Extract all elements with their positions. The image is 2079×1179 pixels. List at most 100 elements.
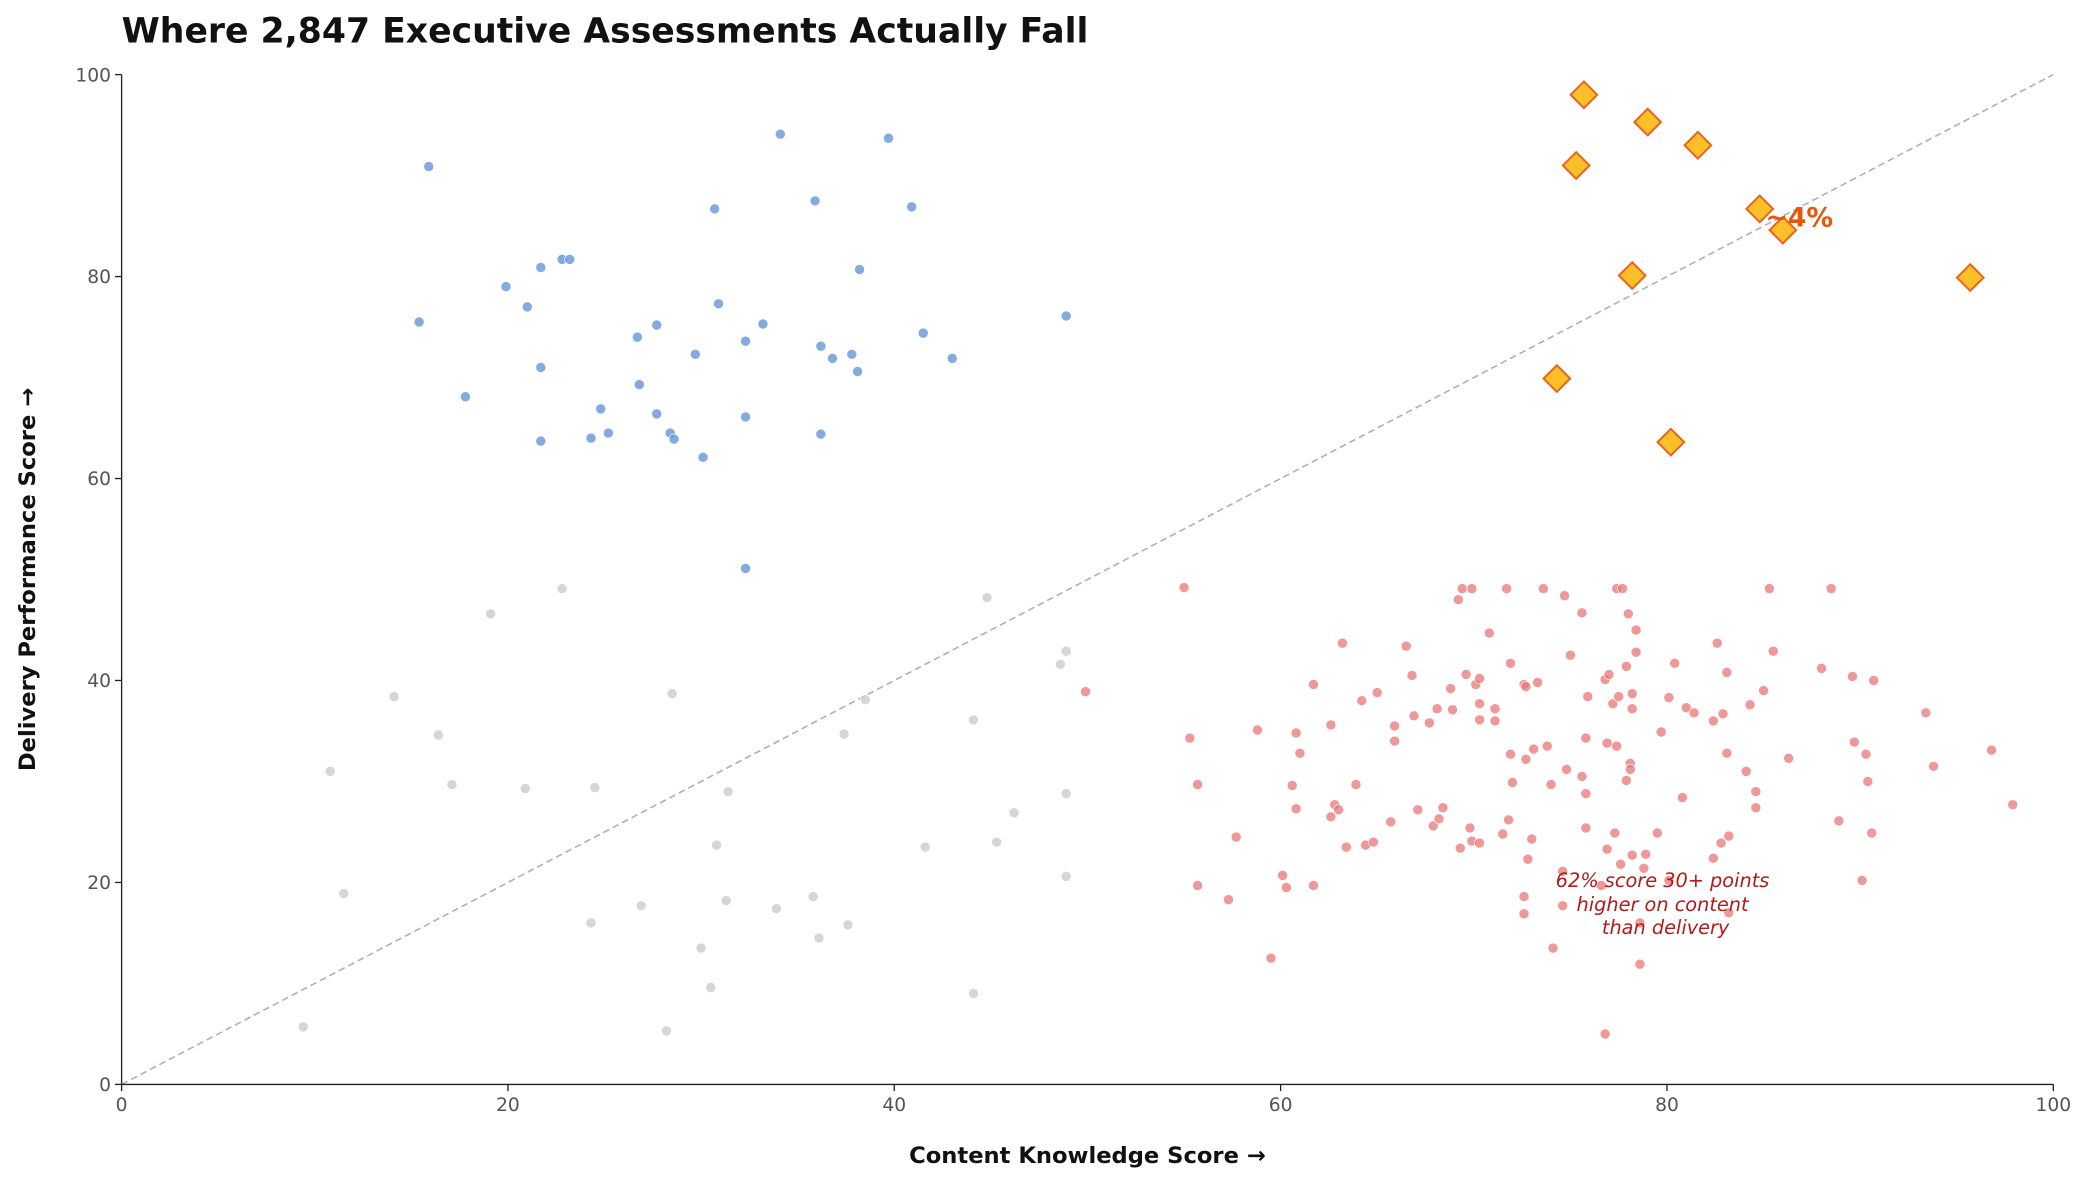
data-point <box>1580 788 1592 799</box>
annotation-line: than delivery <box>1602 916 1730 939</box>
data-point <box>660 1025 672 1037</box>
data-point <box>1526 833 1538 845</box>
data-point-diamond <box>1744 194 1775 224</box>
data-point <box>1412 804 1424 816</box>
data-point <box>1520 753 1532 765</box>
data-point <box>519 783 531 794</box>
data-point <box>827 352 838 364</box>
data-point <box>1277 869 1288 881</box>
data-point <box>1497 828 1509 840</box>
data-point <box>1230 831 1242 843</box>
data-point <box>1723 907 1735 919</box>
data-point <box>1580 732 1592 744</box>
diagonal-reference-line <box>121 73 2054 1086</box>
data-point-diamond <box>1955 262 1985 293</box>
data-point <box>1408 710 1420 722</box>
data-point <box>1456 583 1468 594</box>
data-point <box>1862 776 1874 787</box>
data-point <box>423 161 435 172</box>
data-point <box>388 691 400 703</box>
data-point <box>1060 788 1072 799</box>
data-point <box>1669 657 1681 669</box>
data-point <box>485 608 496 620</box>
y-axis-label: Delivery Performance Score → <box>15 388 41 771</box>
data-point <box>1055 658 1066 670</box>
data-point <box>1290 803 1302 815</box>
x-tick-label: 0 <box>116 1095 128 1116</box>
data-point <box>1740 765 1752 777</box>
data-point <box>1308 679 1319 690</box>
data-point <box>595 403 607 415</box>
data-point <box>603 427 614 439</box>
data-point <box>1603 669 1615 680</box>
data-point <box>1622 608 1634 620</box>
data-point <box>1723 830 1735 842</box>
data-point <box>1715 837 1727 849</box>
data-point <box>854 264 865 275</box>
data-point <box>500 281 512 293</box>
data-point <box>1707 715 1719 727</box>
data-point <box>809 195 821 207</box>
data-point <box>1617 583 1628 594</box>
data-point <box>1367 836 1379 848</box>
data-point <box>1763 583 1775 594</box>
y-tick-label: 100 <box>75 65 111 86</box>
data-point <box>1582 691 1594 703</box>
data-point <box>1758 685 1769 696</box>
data-point <box>1626 849 1638 861</box>
data-point <box>585 432 597 444</box>
data-point <box>521 301 533 313</box>
data-point <box>1522 853 1534 865</box>
data-point <box>1609 827 1621 839</box>
y-tick-label: 40 <box>87 671 111 692</box>
data-point <box>1663 692 1675 704</box>
data-point <box>2007 799 2019 811</box>
data-point <box>1252 724 1263 736</box>
data-point <box>774 128 786 140</box>
data-point <box>1847 671 1858 682</box>
data-point <box>1184 732 1196 744</box>
data-point <box>697 451 709 463</box>
data-point-diamond <box>1569 80 1599 110</box>
data-point <box>968 714 979 726</box>
data-point <box>815 340 827 352</box>
data-point <box>1337 637 1348 649</box>
data-point <box>1868 675 1880 686</box>
data-point <box>859 694 871 706</box>
data-point <box>1621 775 1632 786</box>
data-point <box>460 391 471 403</box>
data-point <box>1767 645 1779 657</box>
data-point <box>535 435 547 447</box>
data-point <box>1356 695 1368 707</box>
data-point <box>771 903 782 915</box>
data-point <box>535 262 547 273</box>
data-point <box>413 316 425 328</box>
data-point <box>711 839 722 851</box>
data-point <box>1833 815 1845 827</box>
data-point <box>1532 677 1543 688</box>
data-point <box>1178 582 1190 593</box>
data-point <box>338 888 350 899</box>
data-point <box>1223 894 1234 906</box>
data-point <box>1350 779 1362 790</box>
data-point <box>1860 748 1872 760</box>
data-point <box>757 318 769 330</box>
data-point <box>1580 822 1592 834</box>
data-point <box>1265 952 1277 964</box>
data-point <box>666 688 678 700</box>
data-point <box>1541 740 1553 752</box>
data-point <box>1507 777 1518 788</box>
data-point <box>991 836 1003 848</box>
data-point <box>1060 870 1072 882</box>
data-point <box>1711 637 1723 649</box>
data-point <box>1431 703 1443 715</box>
data-point <box>1626 688 1638 700</box>
data-point <box>1503 814 1514 826</box>
data-point-diamond <box>1768 215 1798 245</box>
data-point <box>1294 747 1306 759</box>
data-point <box>1518 891 1530 902</box>
data-point <box>1528 743 1540 755</box>
data-point <box>1483 627 1495 639</box>
data-point <box>740 411 751 423</box>
data-point <box>695 942 707 954</box>
